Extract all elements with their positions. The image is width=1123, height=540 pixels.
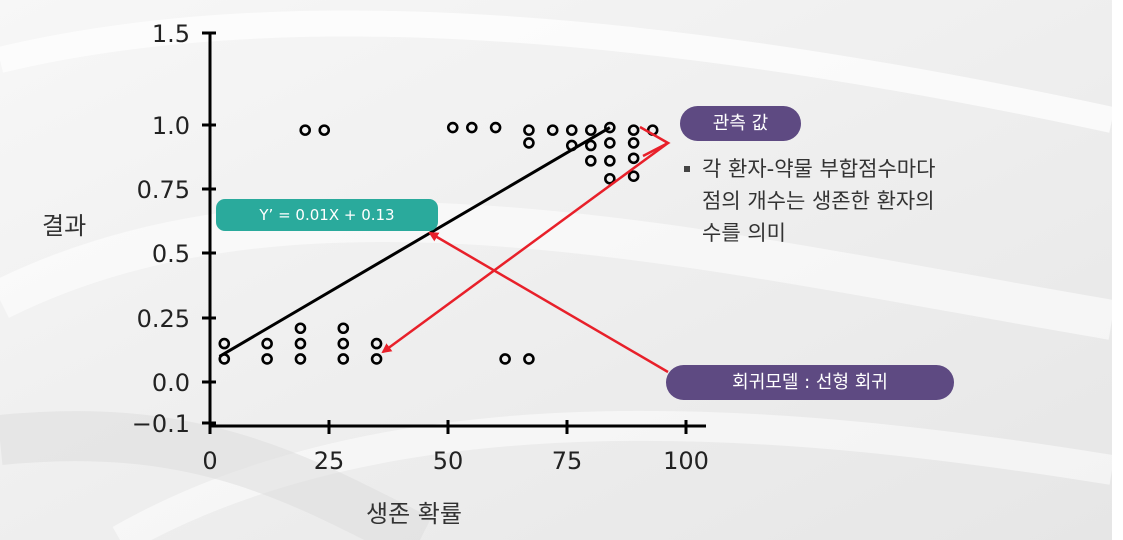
y-axis-ticks: 1.5 1.0 0.75 0.5 0.25 0.0 −0.1 (132, 20, 216, 438)
y-tick-label: 0.75 (137, 176, 190, 204)
data-point (337, 353, 350, 365)
data-point (604, 155, 616, 167)
y-tick-label: 1.5 (152, 20, 190, 48)
x-tick-label: 50 (433, 447, 464, 475)
data-point (584, 139, 597, 152)
data-point (604, 121, 616, 134)
data-point (318, 124, 331, 136)
data-point (523, 124, 535, 136)
data-point (584, 124, 597, 136)
data-point (299, 124, 312, 136)
data-point (294, 353, 307, 365)
data-point (261, 337, 273, 350)
data-point (627, 170, 640, 182)
data-point (546, 124, 559, 136)
data-point (499, 353, 511, 365)
x-axis-label: 생존 확률 (366, 500, 462, 528)
data-point (604, 137, 616, 149)
data-point (627, 124, 640, 136)
data-point (337, 337, 350, 350)
y-tick-label: 0.5 (152, 240, 190, 268)
data-point (370, 337, 383, 350)
data-point (337, 322, 350, 335)
y-tick-label: 0.25 (137, 305, 190, 333)
axes (208, 33, 706, 428)
data-point (584, 155, 597, 167)
observed-value-label: 관측 값 (680, 106, 801, 141)
y-tick-label: 0.0 (152, 369, 190, 397)
x-tick-label: 0 (202, 447, 217, 475)
data-point (261, 353, 273, 365)
x-tick-label: 100 (663, 447, 709, 475)
data-point (218, 337, 231, 350)
y-tick-label: 1.0 (152, 112, 190, 140)
note-text: 각 환자-약물 부합점수마다 점의 개수는 생존한 환자의 수를 의미 (702, 157, 936, 245)
data-point (465, 121, 478, 134)
data-point (294, 322, 307, 335)
data-point (523, 353, 535, 365)
regression-equation-label: Y’ = 0.01X + 0.13 (216, 199, 438, 231)
y-axis-label: 결과 (42, 212, 86, 240)
slide-edge (1112, 0, 1123, 540)
y-tick-label: −0.1 (132, 410, 190, 438)
data-point (294, 337, 307, 350)
data-point (627, 152, 640, 165)
x-tick-label: 75 (552, 447, 583, 475)
data-point (604, 172, 616, 185)
x-tick-label: 25 (314, 447, 345, 475)
regression-line (218, 126, 611, 358)
data-point (370, 353, 383, 365)
data-point (627, 137, 640, 149)
data-points (218, 121, 659, 365)
data-point (565, 124, 578, 136)
data-point (489, 121, 502, 134)
x-axis-ticks: 0 25 50 75 100 (202, 420, 709, 475)
data-point (523, 137, 535, 149)
bullet-icon (684, 166, 690, 172)
regression-model-label: 회귀모델 : 선형 회귀 (666, 365, 954, 400)
data-point (446, 121, 459, 134)
arrow-observed-to-points (381, 141, 669, 354)
arrow-model-to-line (428, 231, 669, 374)
annotation-arrows (381, 125, 671, 374)
arrow-observed-bracket (639, 125, 671, 158)
